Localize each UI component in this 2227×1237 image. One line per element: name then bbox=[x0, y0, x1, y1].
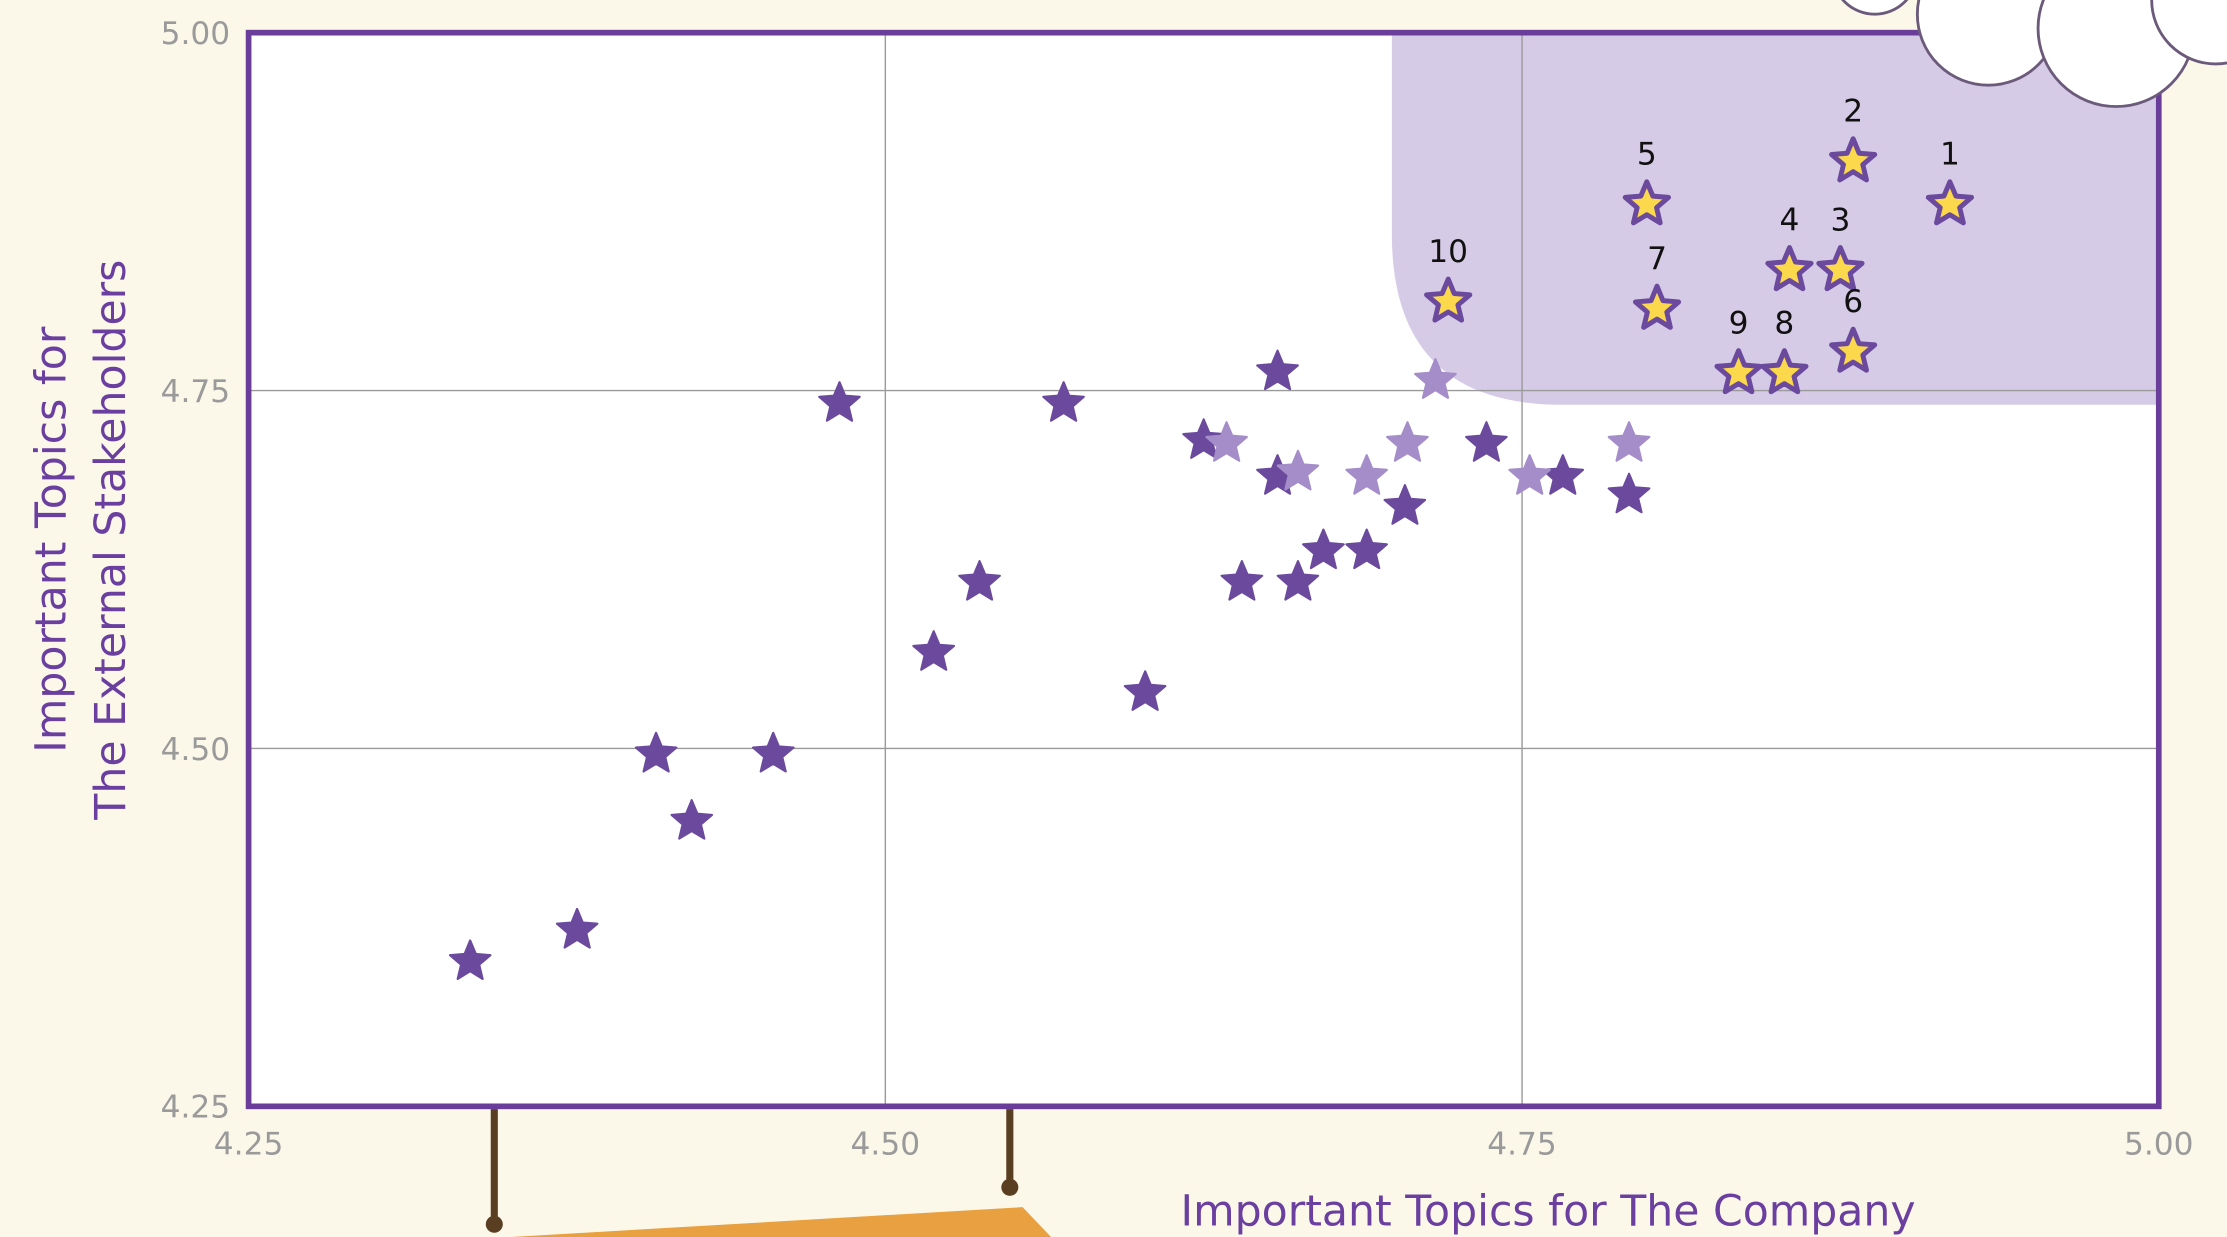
point-label: 7 bbox=[1647, 241, 1667, 277]
point-label: 2 bbox=[1843, 94, 1863, 130]
point-label: 10 bbox=[1428, 234, 1468, 270]
highlight-region bbox=[1392, 33, 2159, 405]
rope-knot bbox=[1001, 1179, 1018, 1196]
y-axis-title-line: The External Stakeholders bbox=[86, 260, 136, 821]
x-axis-title: Important Topics for The Company bbox=[1181, 1187, 1916, 1237]
point-label: 4 bbox=[1780, 203, 1800, 239]
point-label: 1 bbox=[1940, 137, 1960, 173]
point-label: 3 bbox=[1830, 203, 1850, 239]
y-tick-label: 4.75 bbox=[161, 374, 231, 410]
rope-knot bbox=[486, 1216, 503, 1233]
y-axis-title-line: Important Topics for bbox=[26, 326, 76, 753]
y-axis-title: Important Topics for The External Stakeh… bbox=[26, 260, 136, 821]
chart: 4.25 4.50 4.75 5.00 4.25 4.50 4.75 5.00 Importa… bbox=[0, 0, 2227, 1237]
y-tick-label: 5.00 bbox=[161, 16, 231, 52]
y-tick-label: 4.25 bbox=[161, 1090, 231, 1126]
point-label: 9 bbox=[1729, 306, 1749, 342]
point-label: 6 bbox=[1843, 284, 1863, 320]
point-label: 5 bbox=[1637, 137, 1657, 173]
swing bbox=[486, 1109, 1051, 1237]
point-label: 8 bbox=[1774, 306, 1794, 342]
page: {"chart_data":{"type":"scatter", "xlabel… bbox=[0, 0, 2227, 1237]
swing-seat bbox=[511, 1207, 1051, 1237]
y-tick-label: 4.50 bbox=[161, 732, 231, 768]
x-tick-label: 5.00 bbox=[2124, 1127, 2194, 1163]
cloud-puff bbox=[1832, 0, 1917, 14]
x-tick-label: 4.25 bbox=[214, 1127, 284, 1163]
x-tick-label: 4.50 bbox=[851, 1127, 921, 1163]
x-tick-label: 4.75 bbox=[1487, 1127, 1557, 1163]
